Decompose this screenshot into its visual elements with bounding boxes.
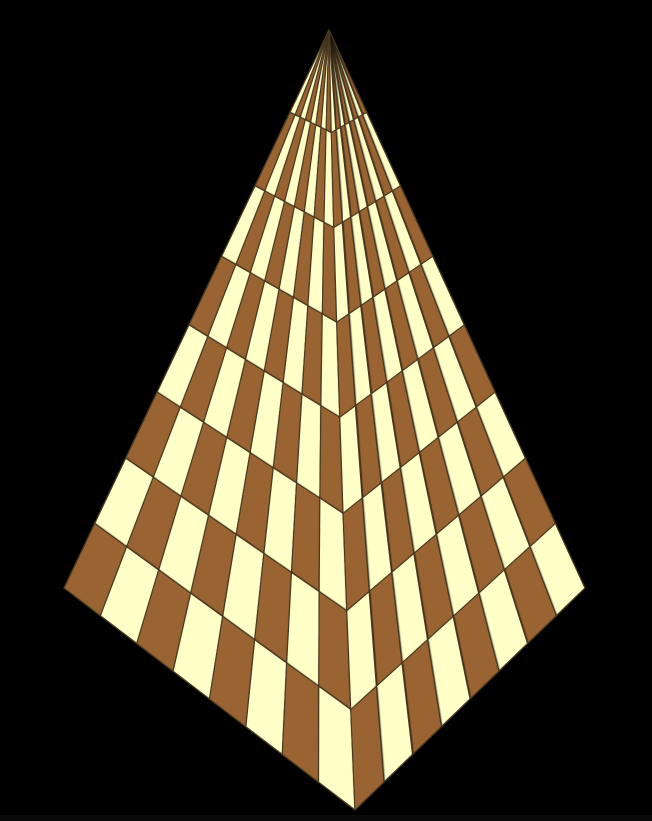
right-face [328, 29, 586, 811]
taskbar-strip [0, 815, 652, 821]
left-face [63, 29, 356, 811]
pyramid-outline [63, 29, 586, 811]
